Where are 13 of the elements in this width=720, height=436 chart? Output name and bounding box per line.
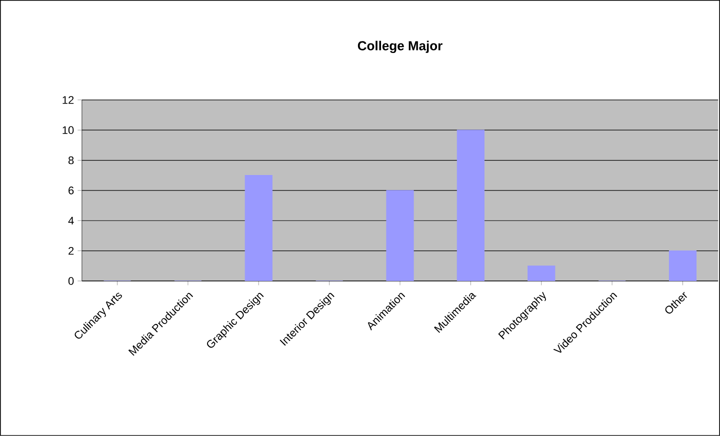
bar — [386, 190, 414, 282]
bar — [528, 266, 556, 282]
y-tick-label: 6 — [68, 186, 74, 194]
y-tick-label: 12 — [62, 96, 74, 104]
y-tick-label: 10 — [62, 126, 74, 134]
y-tick-label: 8 — [68, 156, 74, 164]
y-tick-label: 2 — [68, 247, 74, 255]
bar — [244, 175, 272, 282]
y-tick-label: 0 — [68, 277, 74, 285]
bar — [668, 250, 697, 282]
y-tick-label: 4 — [68, 216, 74, 224]
bar — [456, 130, 484, 282]
chart-title: College Major — [358, 40, 442, 54]
